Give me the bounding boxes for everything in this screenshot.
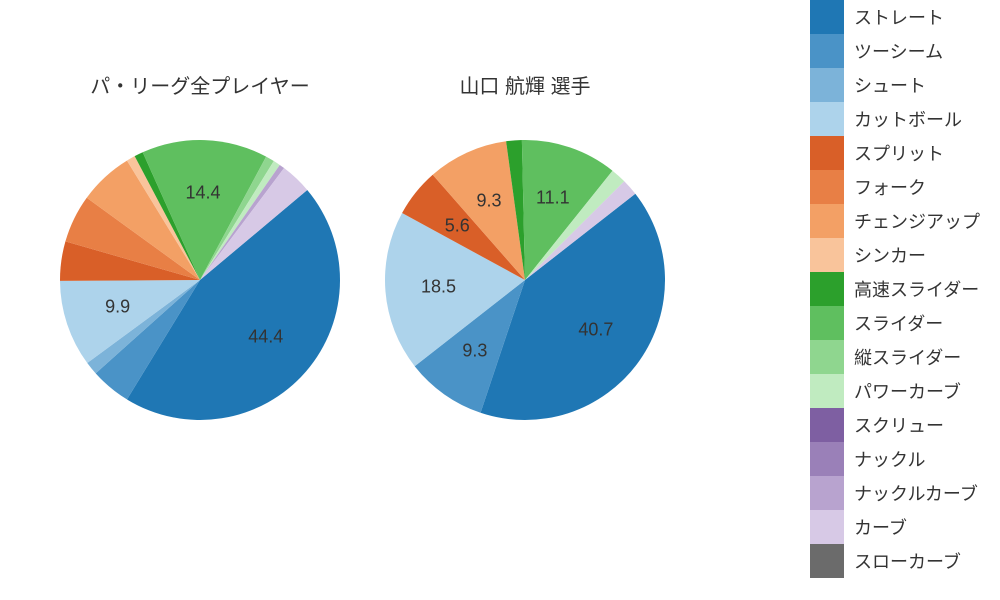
legend-item-tate_slider: 縦スライダー (810, 340, 980, 374)
legend-item-cutball: カットボール (810, 102, 980, 136)
legend-swatch-screw (810, 408, 844, 442)
pie-label-split: 5.6 (445, 215, 470, 236)
legend-label-sinker: シンカー (854, 242, 926, 268)
legend-label-changeup: チェンジアップ (854, 208, 980, 234)
legend-swatch-split (810, 136, 844, 170)
legend-swatch-two_seam (810, 34, 844, 68)
legend-item-changeup: チェンジアップ (810, 204, 980, 238)
pie-label-straight: 44.4 (248, 326, 283, 347)
legend-swatch-knuckle_curve (810, 476, 844, 510)
legend-swatch-shoot (810, 68, 844, 102)
pie-label-two_seam: 9.3 (462, 340, 487, 361)
legend-swatch-curve (810, 510, 844, 544)
legend-item-fast_slider: 高速スライダー (810, 272, 980, 306)
legend-item-straight: ストレート (810, 0, 980, 34)
legend-item-knuckle_curve: ナックルカーブ (810, 476, 980, 510)
pie-label-slider: 11.1 (536, 187, 570, 208)
legend-swatch-slider (810, 306, 844, 340)
pie-label-changeup: 9.3 (476, 191, 501, 212)
chart-container: パ・リーグ全プレイヤー 44.4 9.9 14.4 山口 航輝 選手 40.7 9.3… (0, 0, 1000, 600)
legend-swatch-straight (810, 0, 844, 34)
chart-title-league: パ・リーグ全プレイヤー (50, 70, 350, 99)
legend: ストレートツーシームシュートカットボールスプリットフォークチェンジアップシンカー… (810, 0, 980, 578)
legend-item-fork: フォーク (810, 170, 980, 204)
legend-label-split: スプリット (854, 140, 944, 166)
legend-swatch-power_curve (810, 374, 844, 408)
legend-item-two_seam: ツーシーム (810, 34, 980, 68)
legend-item-screw: スクリュー (810, 408, 980, 442)
legend-swatch-knuckle (810, 442, 844, 476)
legend-item-split: スプリット (810, 136, 980, 170)
pie-label-cutball: 9.9 (105, 297, 130, 318)
pie-label-slider: 14.4 (185, 183, 220, 204)
legend-label-fast_slider: 高速スライダー (854, 276, 979, 302)
legend-label-two_seam: ツーシーム (854, 38, 943, 64)
legend-swatch-tate_slider (810, 340, 844, 374)
pie-label-cutball: 18.5 (421, 277, 456, 298)
pie-chart-player: 40.7 9.3 18.5 5.6 9.3 11.1 (385, 140, 665, 420)
legend-swatch-changeup (810, 204, 844, 238)
legend-label-straight: ストレート (854, 4, 944, 30)
legend-label-fork: フォーク (854, 174, 926, 200)
legend-item-power_curve: パワーカーブ (810, 374, 980, 408)
legend-label-knuckle: ナックル (854, 446, 925, 472)
legend-swatch-slow_curve (810, 544, 844, 578)
legend-label-shoot: シュート (854, 72, 926, 98)
legend-label-power_curve: パワーカーブ (854, 378, 961, 404)
legend-item-slow_curve: スローカーブ (810, 544, 980, 578)
chart-title-player: 山口 航輝 選手 (375, 70, 675, 99)
legend-label-slow_curve: スローカーブ (854, 548, 961, 574)
legend-label-slider: スライダー (854, 310, 943, 336)
legend-label-tate_slider: 縦スライダー (854, 344, 961, 370)
legend-swatch-fast_slider (810, 272, 844, 306)
legend-label-screw: スクリュー (854, 412, 944, 438)
legend-swatch-cutball (810, 102, 844, 136)
legend-swatch-sinker (810, 238, 844, 272)
legend-item-shoot: シュート (810, 68, 980, 102)
pie-label-straight: 40.7 (578, 320, 613, 341)
legend-item-sinker: シンカー (810, 238, 980, 272)
legend-label-knuckle_curve: ナックルカーブ (854, 480, 978, 506)
legend-item-slider: スライダー (810, 306, 980, 340)
legend-item-knuckle: ナックル (810, 442, 980, 476)
legend-swatch-fork (810, 170, 844, 204)
legend-label-curve: カーブ (854, 514, 907, 540)
pie-chart-league: 44.4 9.9 14.4 (60, 140, 340, 420)
legend-item-curve: カーブ (810, 510, 980, 544)
legend-label-cutball: カットボール (854, 106, 962, 132)
